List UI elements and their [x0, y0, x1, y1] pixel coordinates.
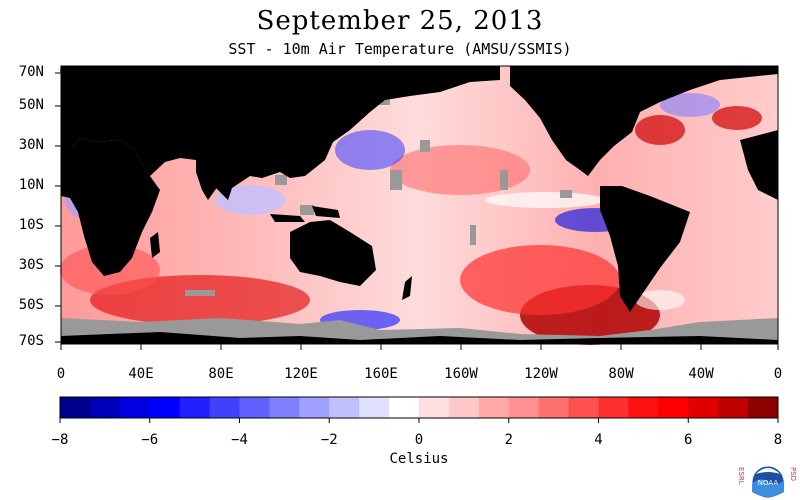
colorbar-swatch	[419, 397, 450, 418]
lon-label: 80E	[208, 366, 234, 382]
colorbar-tick-label: −8	[51, 432, 69, 448]
noaa-logo-icon: ESRL PSD NOAA	[738, 465, 797, 499]
page-title: September 25, 2013	[256, 6, 544, 36]
colorbar-swatch	[299, 397, 330, 418]
colorbar-swatch	[269, 397, 300, 418]
lat-label: 10S	[18, 217, 44, 233]
lat-label: 50S	[18, 297, 44, 313]
colorbar-swatch	[688, 397, 719, 418]
colorbar-tick-label: −6	[141, 432, 159, 448]
colorbar-swatch	[119, 397, 151, 418]
colorbar-swatch	[179, 397, 211, 418]
colorbar-swatch	[239, 397, 270, 418]
colorbar-swatch	[748, 397, 779, 418]
lat-label: 70S	[18, 333, 44, 349]
colorbar-swatch	[478, 397, 510, 418]
lon-label: 40E	[128, 366, 154, 382]
lon-label: 80W	[608, 366, 634, 382]
colorbar-swatch	[359, 397, 390, 418]
colorbar-swatch	[598, 397, 629, 418]
colorbar-tick-label: −4	[231, 432, 248, 448]
lat-label: 10N	[18, 177, 44, 193]
colorbar-swatch	[508, 397, 540, 418]
colorbar-unit-label: Celsius	[389, 451, 449, 467]
lon-label: 120E	[284, 366, 318, 382]
colorbar-swatch	[718, 397, 749, 418]
colorbar-tick-label: 0	[414, 432, 424, 448]
lon-label: 160W	[444, 366, 478, 382]
colorbar-tick-label: 2	[504, 432, 513, 448]
colorbar-tick-label: 4	[594, 432, 603, 448]
colorbar-tick-label: −2	[320, 432, 338, 448]
colorbar-swatch	[568, 397, 599, 418]
lat-label: 30S	[18, 257, 44, 273]
lon-label: 0	[56, 366, 66, 382]
map-frame	[60, 65, 779, 345]
svg-text:ESRL: ESRL	[738, 467, 745, 485]
colorbar-swatch	[209, 397, 240, 418]
colorbar-swatch	[329, 397, 360, 418]
svg-text:NOAA: NOAA	[758, 479, 779, 487]
colorbar	[59, 396, 779, 423]
colorbar-swatch	[448, 397, 480, 418]
colorbar-tick-label: 6	[684, 432, 693, 448]
colorbar-swatch	[538, 397, 570, 418]
colorbar-swatch	[389, 397, 420, 418]
page-subtitle: SST - 10m Air Temperature (AMSU/SSMIS)	[228, 40, 572, 58]
lat-label: 70N	[18, 64, 44, 80]
colorbar-swatch	[628, 397, 659, 418]
lon-label: 40W	[688, 366, 714, 382]
colorbar-swatch	[658, 397, 689, 418]
colorbar-swatch	[149, 397, 181, 418]
lon-label: 160E	[364, 366, 398, 382]
lat-label: 50N	[18, 97, 44, 113]
colorbar-tick-label: 8	[773, 432, 783, 448]
svg-text:PSD: PSD	[789, 467, 797, 481]
lon-label: 0	[773, 366, 783, 382]
lon-label: 120W	[524, 366, 558, 382]
land-masses	[61, 66, 778, 344]
lat-label: 30N	[18, 137, 44, 153]
lat-ticks	[55, 72, 61, 343]
lon-ticks	[60, 344, 779, 350]
colorbar-swatch	[60, 397, 91, 418]
colorbar-swatch	[89, 397, 121, 418]
